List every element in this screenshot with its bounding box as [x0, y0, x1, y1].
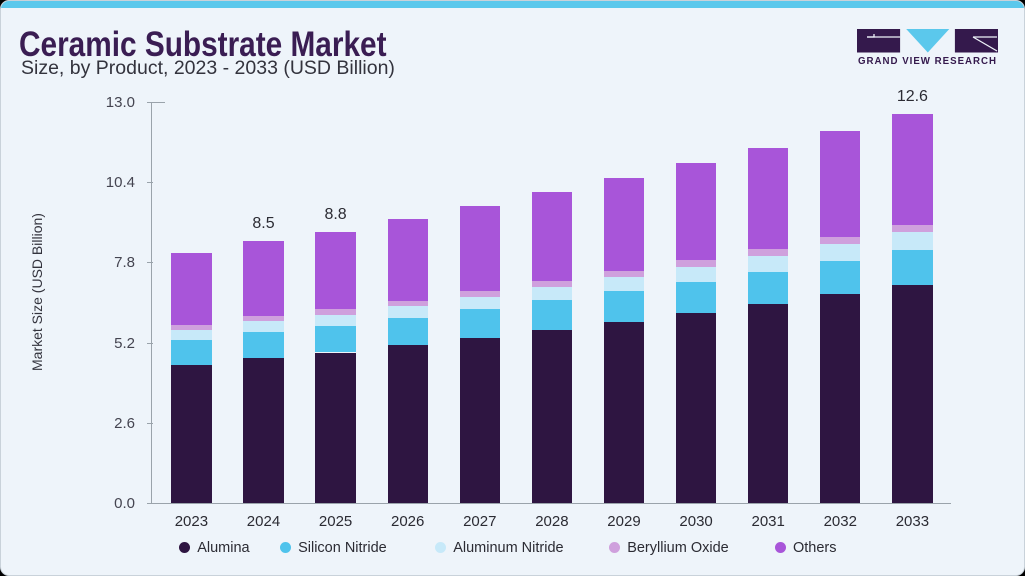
svg-text:GRAND VIEW RESEARCH: GRAND VIEW RESEARCH: [858, 56, 997, 67]
